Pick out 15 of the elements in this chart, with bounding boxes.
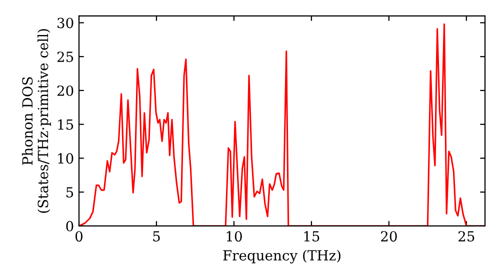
x-axis-title: Frequency (THz) [223,250,340,264]
y-tick-label: 10 [58,153,74,164]
x-tick-label: 5 [153,231,160,242]
x-tick-label: 20 [381,231,397,242]
x-tick-label: 25 [458,231,474,242]
y-tick-label: 0 [66,220,74,232]
y-tick-label: 15 [58,119,74,130]
x-tick-label: 10 [226,231,242,242]
y-tick-label: 5 [66,187,74,198]
y-axis-title: Phonon DOS (States/THz·primitive cell) [22,29,51,213]
y-tick-label: 30 [58,18,74,28]
x-tick-label: 15 [304,231,320,242]
x-tick-label: 0 [75,231,82,242]
y-tick-label: 25 [57,52,74,62]
y-tick-label: 20 [57,85,74,96]
